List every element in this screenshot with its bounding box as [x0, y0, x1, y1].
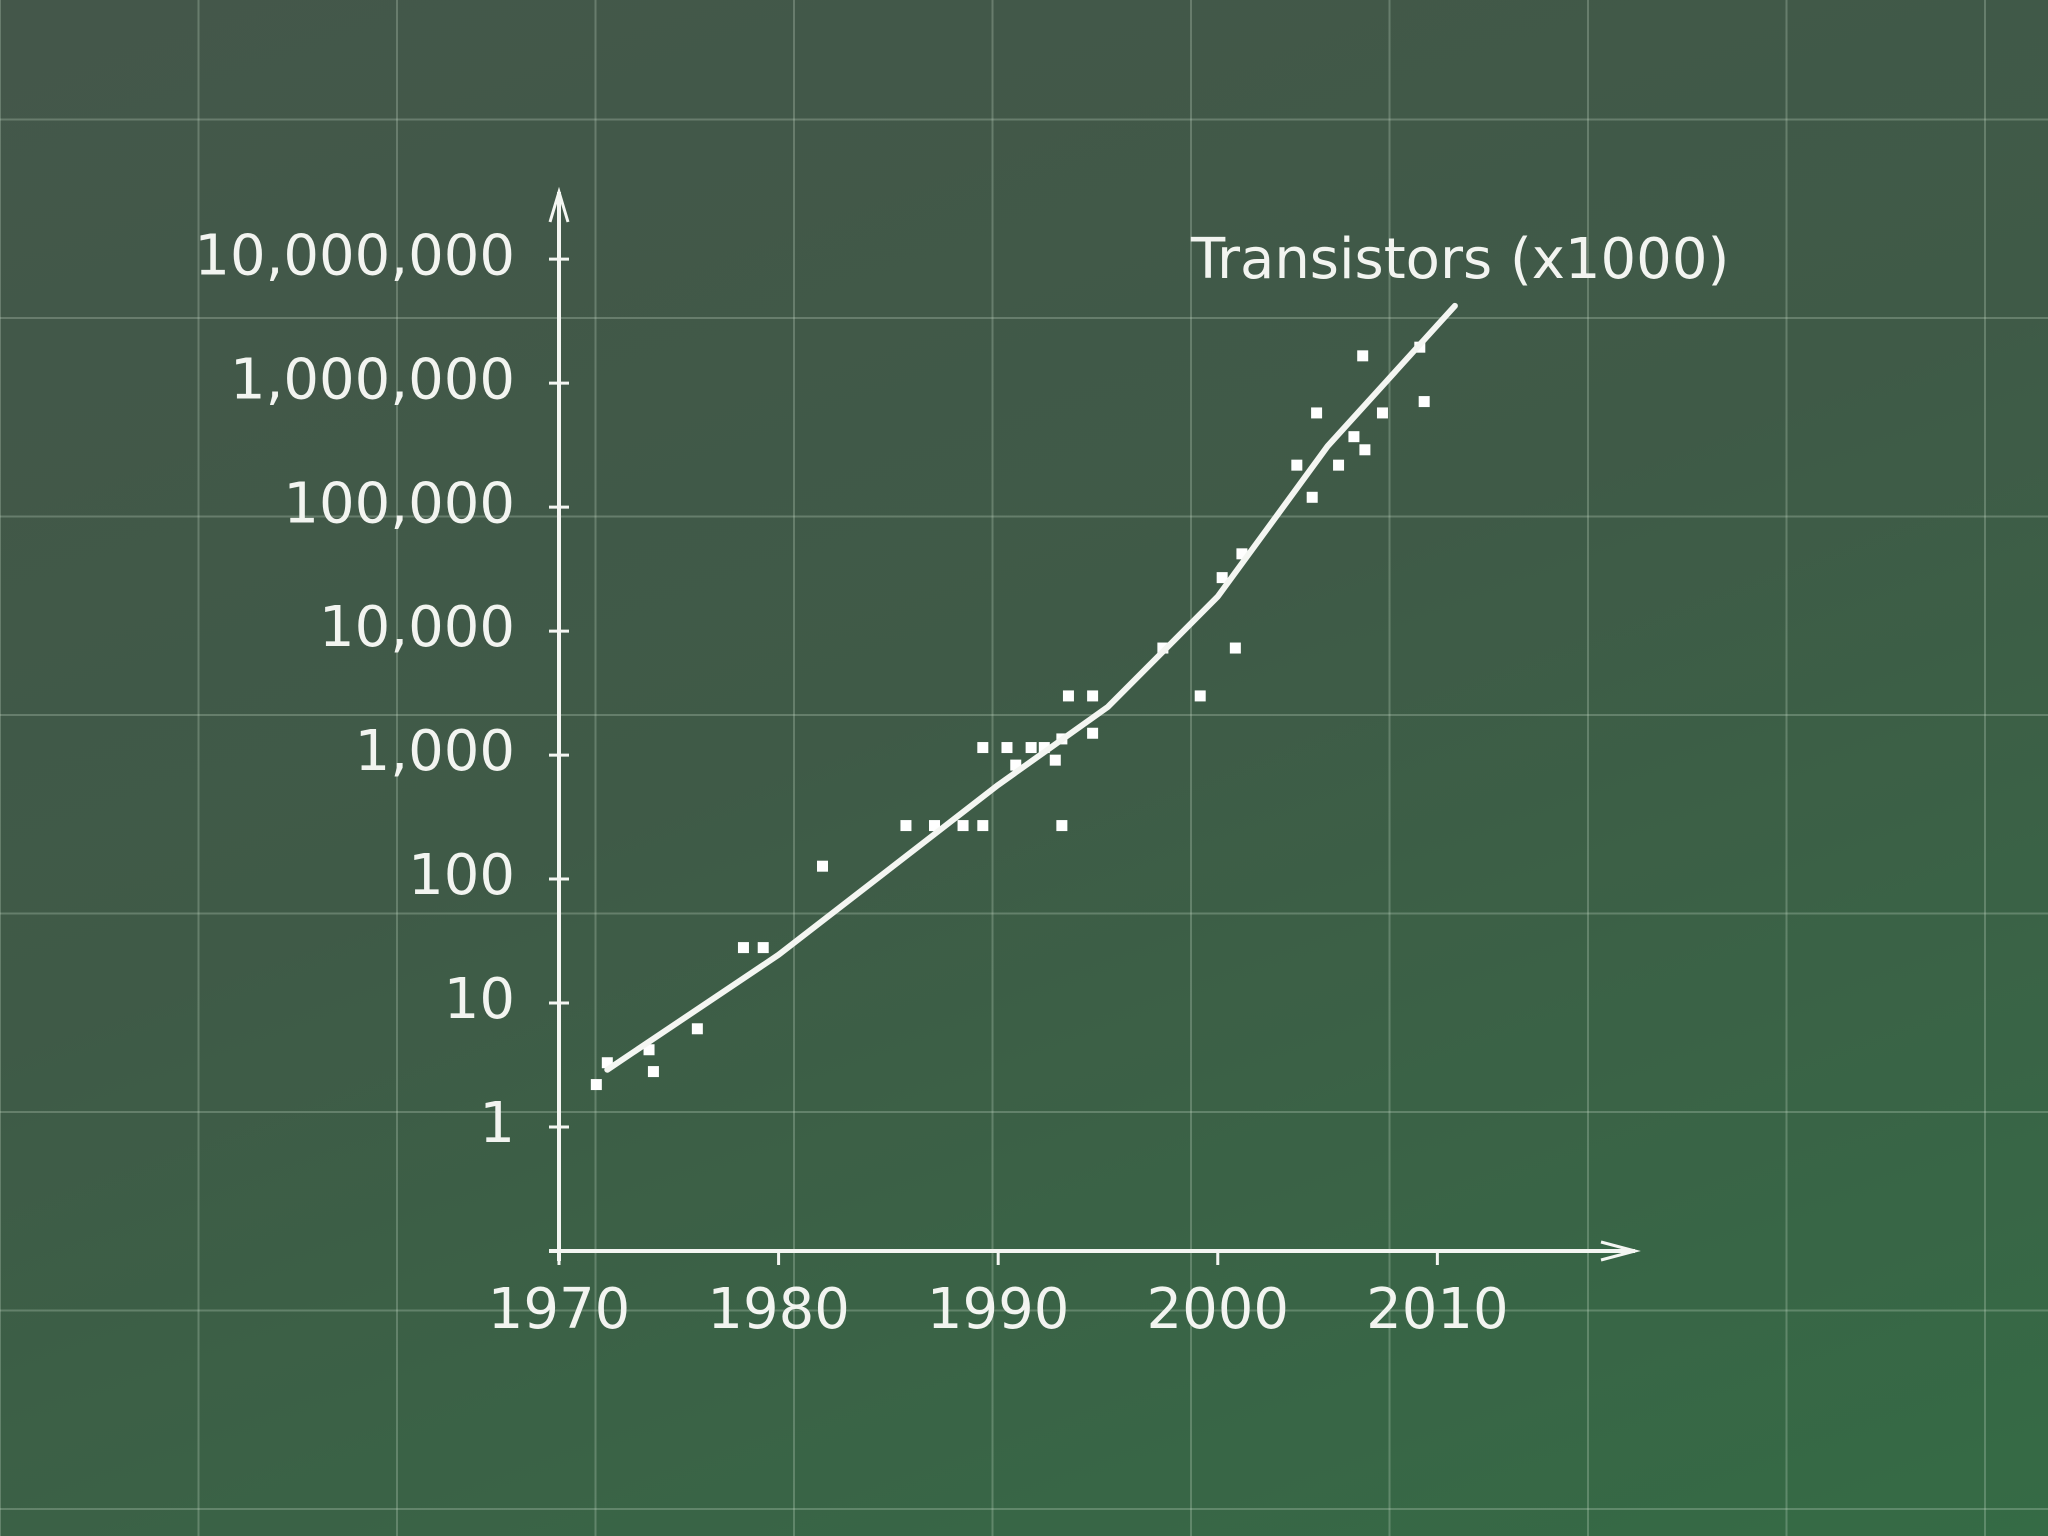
axis-label: Transistors (x1000)	[1190, 227, 1729, 292]
data-point	[643, 1044, 655, 1056]
data-point	[1236, 548, 1248, 560]
data-point	[1357, 350, 1369, 362]
data-point	[1348, 431, 1360, 443]
data-point	[1087, 727, 1099, 739]
x-tick-label: 1970	[488, 1277, 631, 1342]
data-point	[1194, 690, 1206, 702]
data-point	[1333, 459, 1345, 471]
data-point	[1056, 820, 1068, 832]
y-tick-label: 1,000,000	[230, 347, 515, 412]
data-point	[1376, 407, 1388, 419]
y-tick-label: 1	[479, 1091, 515, 1156]
data-point	[1038, 742, 1050, 754]
data-point	[737, 942, 749, 954]
y-tick-label: 100	[408, 843, 515, 908]
y-tick-label: 100,000	[283, 471, 515, 536]
data-point	[590, 1079, 602, 1091]
y-tick-label: 1,000	[355, 719, 515, 784]
data-point	[1062, 690, 1074, 702]
data-point	[929, 820, 941, 832]
data-point	[817, 860, 829, 872]
data-point	[647, 1066, 659, 1078]
data-point	[1229, 642, 1241, 654]
data-point	[900, 820, 912, 832]
data-point	[1001, 742, 1013, 754]
data-point	[1359, 444, 1371, 456]
y-tick-label: 10,000	[319, 595, 515, 660]
data-point	[1010, 759, 1022, 771]
data-point	[1291, 459, 1303, 471]
data-point	[691, 1023, 703, 1035]
data-point	[977, 742, 989, 754]
x-tick-label: 2000	[1147, 1277, 1290, 1342]
data-point	[1087, 690, 1099, 702]
data-point	[601, 1057, 613, 1069]
data-point	[957, 820, 969, 832]
data-point	[1311, 407, 1323, 419]
x-tick-label: 1980	[707, 1277, 850, 1342]
y-tick-label: 10,000,000	[194, 223, 515, 288]
x-tick-label: 1990	[927, 1277, 1070, 1342]
trend-line	[604, 302, 1458, 1073]
y-axis-arrow	[548, 186, 570, 223]
x-tick-label: 2010	[1366, 1277, 1509, 1342]
data-point	[757, 942, 769, 954]
data-point	[1216, 572, 1228, 584]
data-point	[1306, 491, 1318, 503]
data-point	[1049, 754, 1061, 766]
data-point	[977, 820, 989, 832]
data-point	[1418, 396, 1430, 408]
y-tick-label: 10	[444, 967, 515, 1032]
x-axis-arrow	[1600, 1240, 1641, 1262]
data-point	[1025, 742, 1037, 754]
